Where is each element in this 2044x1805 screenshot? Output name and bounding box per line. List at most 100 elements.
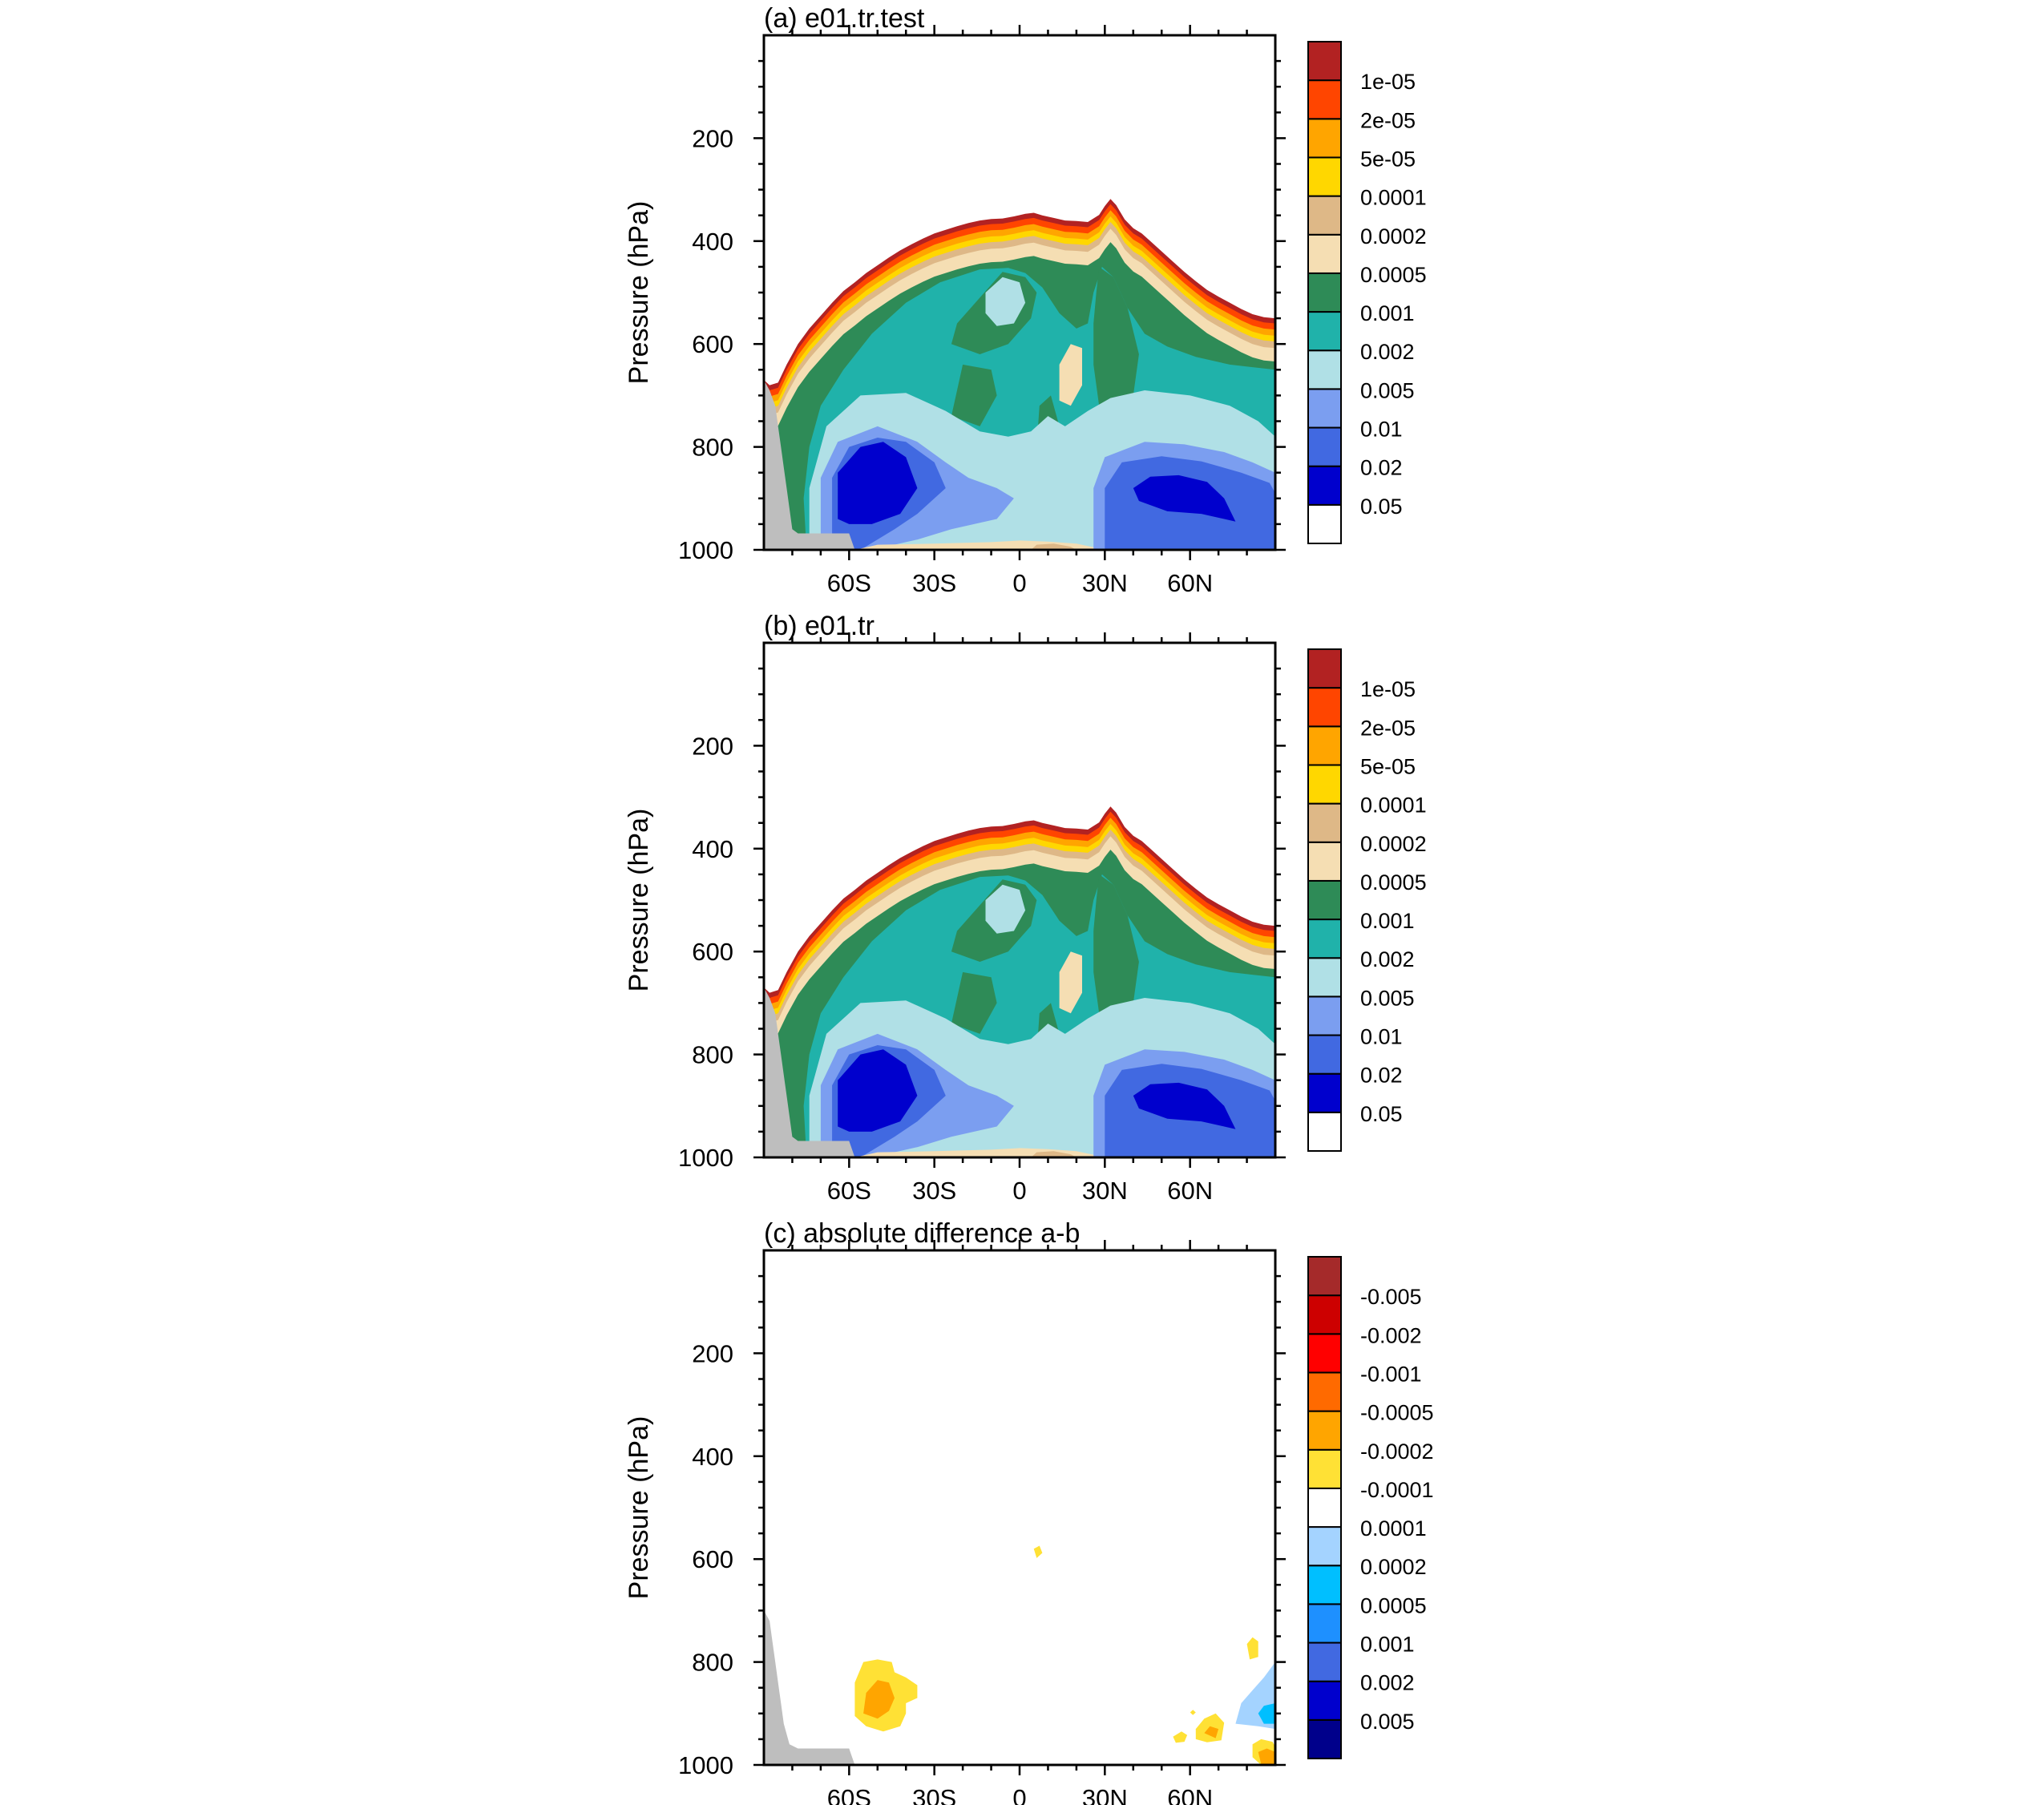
colorbar-label: 0.002 <box>1360 1671 1415 1695</box>
x-tick-label: 0 <box>1012 1177 1026 1205</box>
colorbar-label: -0.005 <box>1360 1285 1422 1309</box>
x-tick-label: 60N <box>1167 1784 1213 1805</box>
colorbar-swatch <box>1307 919 1342 959</box>
colorbar-label: 0.0002 <box>1360 832 1427 856</box>
colorbar-label: 0.02 <box>1360 1064 1403 1088</box>
colorbar-swatch <box>1307 503 1342 544</box>
contour-region--0.0001 <box>1190 1710 1196 1715</box>
colorbar-label: -0.0002 <box>1360 1440 1434 1464</box>
contour-region-0.001 <box>1093 266 1139 417</box>
colorbar-swatch <box>1307 1487 1342 1528</box>
contour-region-0.001 <box>951 364 997 426</box>
colorbar-swatch <box>1307 311 1342 352</box>
colorbar-swatch <box>1307 426 1342 467</box>
colorbar-label: 1e-05 <box>1360 70 1416 94</box>
colorbar-swatch <box>1307 118 1342 159</box>
y-tick-label: 800 <box>692 1649 733 1677</box>
contour-region-0.05 <box>838 1049 918 1132</box>
colorbar-label: 5e-05 <box>1360 754 1416 778</box>
colorbar-swatch <box>1307 349 1342 390</box>
panel-c: 200 400 600 800 1000 60S 30S 0 30N 60N (c) absolut… <box>624 1218 1434 1805</box>
topography-mask <box>764 1610 855 1765</box>
colorbar-label: 0.001 <box>1360 301 1415 325</box>
colorbar-swatch <box>1307 1333 1342 1374</box>
x-tick-label: 30S <box>912 1784 956 1805</box>
x-tick-label: 60N <box>1167 569 1213 597</box>
colorbar-label: 0.0001 <box>1360 793 1427 818</box>
colorbar-label: 0.002 <box>1360 340 1415 364</box>
x-tick-label: 30N <box>1082 569 1128 597</box>
contour-region-0.0005 <box>1059 344 1082 406</box>
colorbar-swatch <box>1307 1371 1342 1412</box>
colorbar-label: 0.005 <box>1360 378 1415 402</box>
contour-plot-area <box>764 643 1275 1157</box>
contour-region-0.005 <box>985 884 1026 934</box>
colorbar-swatch <box>1307 802 1342 843</box>
y-tick-label: 1000 <box>678 1751 733 1779</box>
colorbar-swatch <box>1307 1256 1342 1297</box>
panel-title: (c) absolute difference a-b <box>764 1218 1080 1249</box>
colorbar-label: 2e-05 <box>1360 108 1416 132</box>
colorbar-swatch <box>1307 764 1342 805</box>
panel-title: (b) e01.tr <box>764 611 875 641</box>
contour-region-0.05 <box>838 442 918 524</box>
colorbar-label: 0.005 <box>1360 1710 1415 1734</box>
contour-region-0.0001 <box>1161 1746 1168 1752</box>
colorbar-swatch <box>1307 687 1342 728</box>
colorbar-label: 0.01 <box>1360 1025 1403 1049</box>
colorbar-label: 0.02 <box>1360 456 1403 480</box>
y-tick-label: 600 <box>692 330 733 358</box>
contour-region-0.0001 <box>820 1717 826 1722</box>
colorbar-label: -0.001 <box>1360 1362 1422 1386</box>
contour-region-0.0001 <box>1269 1602 1275 1616</box>
contour-region-0.0002 <box>1031 543 1077 550</box>
contour-region--0.0002 <box>1204 1726 1219 1738</box>
x-tick-label: 60S <box>827 1177 871 1205</box>
contour-region--0.0002 <box>1258 1748 1275 1764</box>
topography-mask <box>764 380 855 550</box>
contour-region-0.0001 <box>968 1717 975 1722</box>
y-tick-label: 200 <box>692 1339 733 1367</box>
colorbar-swatch <box>1307 272 1342 313</box>
colorbar-swatch <box>1307 41 1342 82</box>
colorbar-label: 0.0002 <box>1360 224 1427 248</box>
contour-region-0.001 <box>1093 874 1139 1024</box>
x-tick-label: 30N <box>1082 1177 1128 1205</box>
colorbar-swatch <box>1307 195 1342 236</box>
y-tick-label: 800 <box>692 434 733 462</box>
contour-region-0.05 <box>1133 1082 1236 1129</box>
colorbar-label: 0.05 <box>1360 1102 1403 1126</box>
y-tick-label: 400 <box>692 228 733 256</box>
colorbar-label: 0.001 <box>1360 1633 1415 1657</box>
colorbar-label: 1e-05 <box>1360 677 1416 701</box>
plot-background <box>764 1250 1275 1765</box>
colorbar-swatch <box>1307 1294 1342 1335</box>
y-tick-label: 600 <box>692 938 733 966</box>
colorbar-label: 0.0001 <box>1360 1516 1427 1541</box>
colorbar-swatch <box>1307 1410 1342 1451</box>
contour-region--0.0002 <box>863 1680 895 1719</box>
contour-region-0.001 <box>951 971 997 1034</box>
colorbar-swatch <box>1307 879 1342 921</box>
colorbar-swatch <box>1307 388 1342 429</box>
colorbar-swatch <box>1307 1448 1342 1489</box>
contour-region--0.0001 <box>1033 1545 1043 1558</box>
colorbar: 0.05 0.02 0.01 0.005 0.002 0.001 0.0005 0.0002 0… <box>1307 648 1427 1153</box>
colorbar-label: -0.0005 <box>1360 1401 1434 1425</box>
colorbar-swatch <box>1307 648 1342 689</box>
colorbar-swatch <box>1307 1565 1342 1605</box>
colorbar-swatch <box>1307 156 1342 197</box>
contour-region-0.005 <box>985 277 1026 326</box>
colorbar-label: 0.05 <box>1360 495 1403 519</box>
y-tick-label: 400 <box>692 1443 733 1471</box>
colorbar-swatch <box>1307 1111 1342 1153</box>
panel-a: 200 400 600 800 1000 60S 30S 0 30N 60N (a) e01.tr.… <box>624 3 1427 597</box>
colorbar-label: 0.0005 <box>1360 263 1427 287</box>
colorbar-label: 0.0005 <box>1360 870 1427 894</box>
contour-region-0.0005 <box>1059 951 1082 1014</box>
contour-region--0.0001 <box>1173 1731 1188 1743</box>
x-tick-label: 0 <box>1012 1784 1026 1805</box>
colorbar-swatch <box>1307 841 1342 882</box>
colorbar-swatch <box>1307 1718 1342 1760</box>
x-tick-label: 30S <box>912 1177 956 1205</box>
